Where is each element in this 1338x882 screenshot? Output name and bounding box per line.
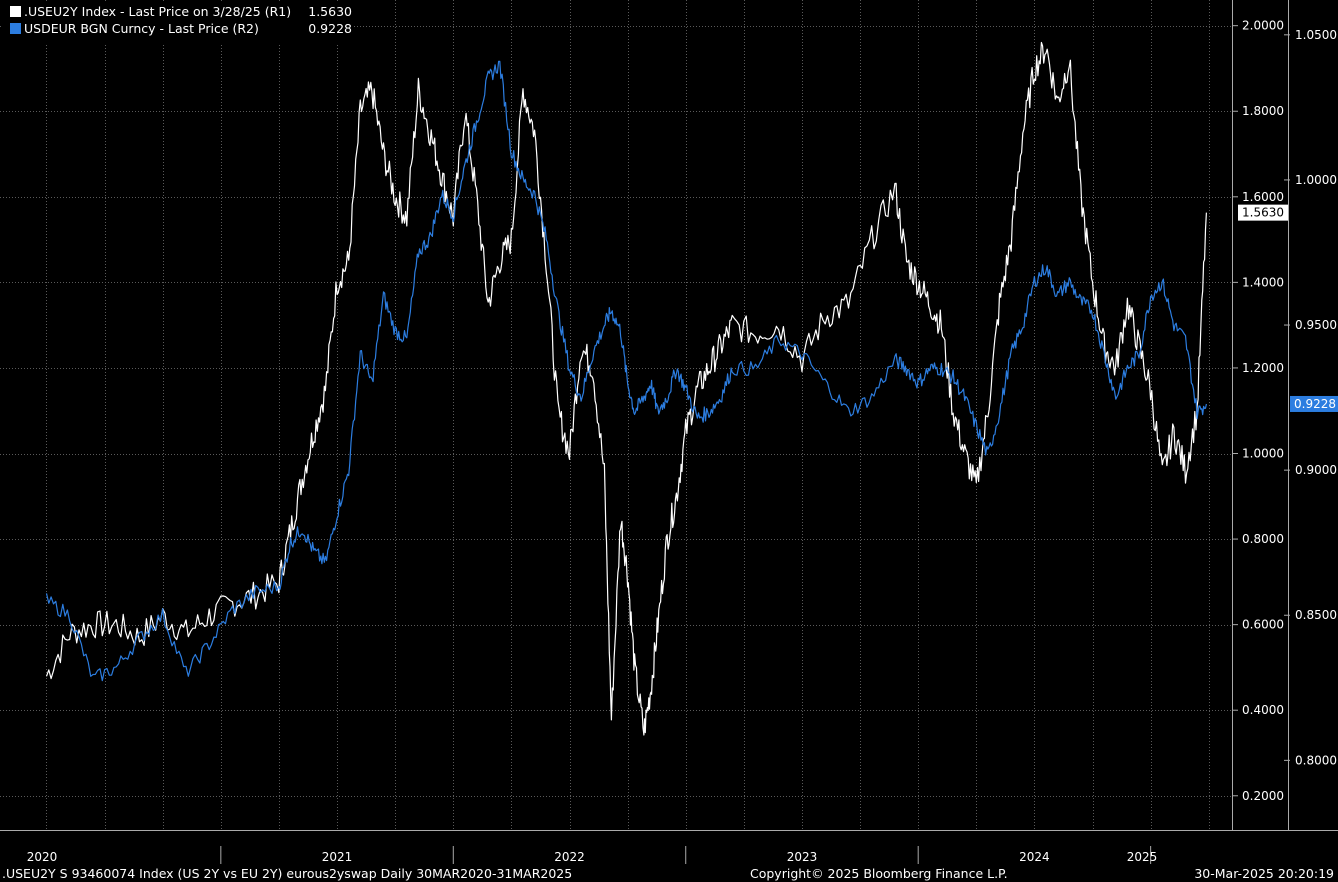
axis-tick-label-r2: 0.9500 xyxy=(1295,318,1337,332)
legend-label-usdeur: USDEUR BGN Curncy - Last Price (R2) xyxy=(24,21,259,36)
last-value-label-usdeur: 0.9228 xyxy=(1294,397,1336,411)
axis-layer: 2.0000 1.8000 1.6000 1.4000 1.2000 1.0000 0.80… xyxy=(0,0,1338,864)
series-line-useu2y xyxy=(45,41,1207,736)
axis-tick-label-r1: 1.6000 xyxy=(1242,190,1284,204)
axis-tick-label-r2: 0.9000 xyxy=(1295,463,1337,477)
footer-timestamp: 30-Mar-2025 20:20:19 xyxy=(1194,866,1334,881)
legend-entry-useu2y: .USEU2Y Index - Last Price on 3/28/25 (R… xyxy=(2,3,352,20)
legend-swatch-usdeur xyxy=(10,23,21,34)
axis-tick-label-r1: 0.4000 xyxy=(1242,703,1284,717)
chart-grid xyxy=(0,0,1232,830)
axis-tick-label-r1: 0.6000 xyxy=(1242,618,1284,632)
series-line-usdeur xyxy=(45,60,1207,682)
axis-tick-label-r1: 1.4000 xyxy=(1242,275,1284,289)
axis-tick-label-x: 2025 xyxy=(1127,850,1158,864)
price-chart: 2.0000 1.8000 1.6000 1.4000 1.2000 1.0000 0.80… xyxy=(0,0,1338,864)
legend-entry-usdeur: USDEUR BGN Curncy - Last Price (R2) 0.92… xyxy=(2,20,352,37)
axis-tick-label-r2: 1.0500 xyxy=(1295,28,1337,42)
axis-tick-label-r1: 1.8000 xyxy=(1242,104,1284,118)
series-layer xyxy=(45,41,1207,736)
axis-tick-label-r1: 1.2000 xyxy=(1242,361,1284,375)
legend-value-usdeur: 0.9228 xyxy=(308,21,352,36)
chart-footer: .USEU2Y S 93460074 Index (US 2Y vs EU 2Y… xyxy=(0,864,1338,882)
axis-tick-label-x: 2023 xyxy=(787,850,818,864)
footer-copyright: Copyright© 2025 Bloomberg Finance L.P. xyxy=(750,866,1008,881)
axis-tick-label-x: 2020 xyxy=(27,850,58,864)
axis-tick-label-x: 2024 xyxy=(1019,850,1050,864)
legend-label-useu2y: .USEU2Y Index - Last Price on 3/28/25 (R… xyxy=(24,4,292,19)
last-value-flag-useu2y xyxy=(1238,204,1288,221)
axis-tick-label-x: 2022 xyxy=(554,850,585,864)
chart-legend: .USEU2Y Index - Last Price on 3/28/25 (R… xyxy=(2,3,352,45)
legend-value-useu2y: 1.5630 xyxy=(308,4,352,19)
axis-tick-label-r2: 1.0000 xyxy=(1295,173,1337,187)
last-value-flag-usdeur xyxy=(1290,395,1338,412)
axis-tick-label-x: 2021 xyxy=(322,850,353,864)
legend-swatch-useu2y xyxy=(10,6,21,17)
axis-tick-label-r2: 0.8000 xyxy=(1295,753,1337,767)
axis-tick-label-r1: 0.2000 xyxy=(1242,789,1284,803)
axis-tick-label-r1: 1.0000 xyxy=(1242,447,1284,461)
last-value-label-useu2y: 1.5630 xyxy=(1242,206,1284,220)
footer-description: .USEU2Y S 93460074 Index (US 2Y vs EU 2Y… xyxy=(2,866,573,881)
axis-tick-label-r1: 2.0000 xyxy=(1242,19,1284,33)
axis-tick-label-r1: 0.8000 xyxy=(1242,532,1284,546)
axis-tick-label-r2: 0.8500 xyxy=(1295,608,1337,622)
